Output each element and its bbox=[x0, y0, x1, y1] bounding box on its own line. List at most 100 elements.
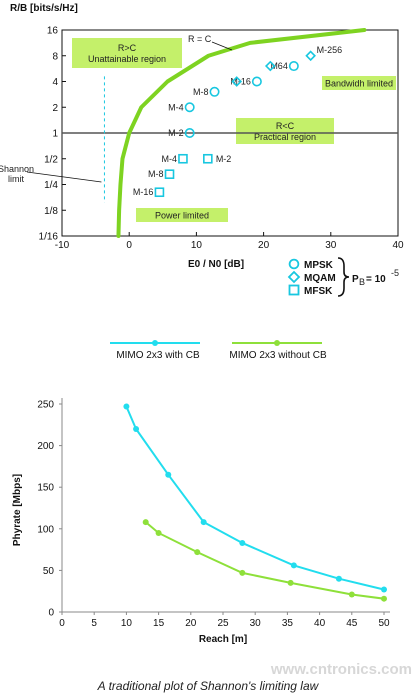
region-label: Power limited bbox=[155, 211, 209, 221]
bottom-x-tick-label: 10 bbox=[121, 618, 133, 629]
series-point bbox=[123, 403, 130, 410]
region-label: Bandwidh limited bbox=[325, 79, 393, 89]
top-y-tick-label: 1/16 bbox=[39, 232, 59, 243]
top-x-tick-label: 10 bbox=[191, 240, 203, 251]
mpsk-point bbox=[209, 86, 220, 97]
mfsk-point bbox=[178, 153, 188, 164]
shannon-limit-label: limit bbox=[8, 174, 24, 184]
mpsk-point bbox=[288, 61, 299, 72]
region-label: Practical region bbox=[254, 132, 316, 142]
top-x-tick-label: -10 bbox=[55, 240, 70, 251]
top-y-tick-label: 1/2 bbox=[44, 154, 58, 165]
region-box bbox=[72, 38, 182, 68]
bottom-x-tick-label: 45 bbox=[346, 618, 358, 629]
legend-label: MQAM bbox=[304, 273, 336, 284]
series-point bbox=[239, 539, 246, 546]
bottom-x-tick-label: 5 bbox=[91, 618, 97, 629]
bottom-x-tick-label: 50 bbox=[378, 618, 390, 629]
mpsk-point-label: M64 bbox=[270, 61, 288, 71]
top-y-tick-label: 1 bbox=[52, 129, 58, 140]
series-point bbox=[194, 549, 201, 556]
pb-subscript: B bbox=[359, 277, 365, 287]
top-y-tick-label: 16 bbox=[47, 26, 59, 37]
top-x-tick-label: 40 bbox=[392, 240, 404, 251]
legend-brace bbox=[337, 257, 350, 297]
region-box bbox=[322, 76, 396, 90]
series-point bbox=[335, 575, 342, 582]
series-point bbox=[200, 519, 207, 526]
legend-marker bbox=[274, 340, 280, 346]
mpsk-point bbox=[184, 102, 195, 113]
top-y-tick-label: 8 bbox=[52, 51, 58, 62]
bottom-x-tick-label: 35 bbox=[282, 618, 294, 629]
mqam-point bbox=[264, 60, 276, 72]
mfsk-point-label: M-16 bbox=[133, 187, 154, 197]
region-label: R>C bbox=[118, 43, 137, 53]
bottom-y-tick-label: 250 bbox=[37, 400, 54, 411]
mfsk-point bbox=[164, 169, 175, 179]
top-ylabel: R/B [bits/s/Hz] bbox=[10, 3, 78, 14]
shannon-limit-arrow bbox=[26, 171, 102, 183]
shannon-limit-label: Shannon bbox=[0, 164, 34, 174]
bottom-x-tick-label: 0 bbox=[59, 618, 65, 629]
mqam-point-label: M-256 bbox=[317, 45, 343, 55]
mqam-point bbox=[305, 50, 316, 62]
bottom-x-tick-label: 20 bbox=[185, 618, 197, 629]
mfsk-point-label: M-2 bbox=[216, 154, 232, 164]
legend-label: MIMO 2x3 without CB bbox=[229, 350, 327, 361]
legend-mfsk-icon bbox=[288, 284, 300, 296]
series-line bbox=[125, 406, 385, 591]
capacity-bound-arrow bbox=[211, 41, 233, 51]
series-point bbox=[287, 579, 294, 586]
series-point bbox=[381, 595, 387, 602]
top-y-tick-label: 4 bbox=[52, 77, 58, 88]
mpsk-point bbox=[251, 76, 262, 87]
pb-symbol: P bbox=[352, 274, 359, 285]
bottom-y-tick-label: 0 bbox=[48, 608, 54, 619]
phyrate-chart: 0 5 10 15 20 25 30 35 40 45 50 0 50 100 150 200 250 MIMO … bbox=[37, 340, 390, 629]
capacity-bound-label: R = C bbox=[188, 34, 212, 44]
bottom-x-tick-label: 15 bbox=[153, 618, 165, 629]
legend-label: MFSK bbox=[304, 286, 333, 297]
top-y-tick-label: 2 bbox=[52, 103, 58, 114]
pb-equals: = 10 bbox=[366, 274, 386, 285]
top-y-tick-label: 1/8 bbox=[44, 206, 58, 217]
mpsk-point-label: M-8 bbox=[193, 87, 209, 97]
mpsk-point bbox=[184, 128, 195, 139]
mfsk-point-label: M-4 bbox=[161, 154, 177, 164]
bottom-y-tick-label: 50 bbox=[43, 566, 55, 577]
region-box bbox=[236, 118, 334, 144]
series-point bbox=[165, 471, 172, 478]
mpsk-point-label: M-4 bbox=[168, 102, 184, 112]
series-point bbox=[348, 591, 355, 598]
top-xlabel: E0 / N0 [dB] bbox=[188, 259, 244, 270]
series-point bbox=[290, 562, 297, 569]
top-x-tick-label: 0 bbox=[126, 240, 132, 251]
bottom-ylabel: Phyrate [Mbps] bbox=[12, 474, 23, 546]
bottom-x-tick-label: 40 bbox=[314, 618, 326, 629]
legend-mpsk-icon bbox=[288, 258, 300, 270]
bottom-y-tick-label: 100 bbox=[37, 524, 54, 535]
mfsk-point-label: M-8 bbox=[148, 169, 164, 179]
series-point bbox=[155, 529, 162, 536]
region-label: Unattainable region bbox=[88, 54, 166, 64]
bottom-y-tick-label: 150 bbox=[37, 483, 54, 494]
series-point bbox=[133, 425, 140, 432]
watermark: www.cntronics.com bbox=[270, 661, 412, 678]
legend-label: MIMO 2x3 with CB bbox=[116, 350, 200, 361]
figure-caption: A traditional plot of Shannon's limiting… bbox=[97, 679, 320, 693]
bottom-xlabel: Reach [m] bbox=[199, 634, 247, 645]
mpsk-point-label: M-2 bbox=[168, 128, 184, 138]
mfsk-point bbox=[203, 153, 213, 164]
top-y-tick-label: 1/4 bbox=[44, 180, 58, 191]
bottom-x-tick-label: 25 bbox=[217, 618, 229, 629]
legend-marker bbox=[152, 340, 158, 346]
mfsk-point bbox=[154, 187, 165, 198]
top-x-tick-label: 20 bbox=[258, 240, 270, 251]
series-point bbox=[381, 586, 387, 593]
series-point bbox=[142, 519, 149, 526]
legend-mqam-icon bbox=[287, 270, 301, 284]
region-label: R<C bbox=[276, 121, 295, 131]
